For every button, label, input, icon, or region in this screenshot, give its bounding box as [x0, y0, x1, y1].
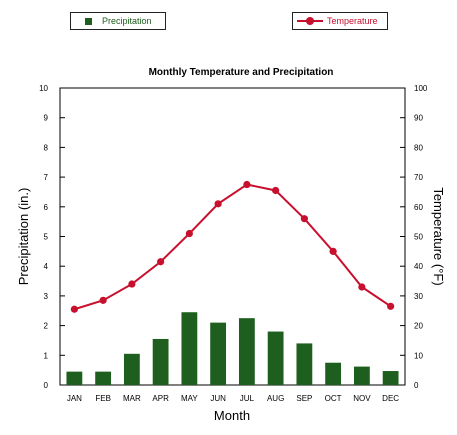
right-tick-label: 50	[414, 233, 423, 242]
left-tick-label: 9	[44, 114, 49, 123]
y-axis-label-left: Precipitation (in.)	[16, 188, 31, 286]
x-tick-label: NOV	[353, 394, 371, 403]
left-tick-label: 5	[44, 233, 49, 242]
precipitation-bar	[325, 362, 342, 385]
precipitation-bar	[181, 312, 198, 385]
x-tick-label: JUN	[210, 394, 226, 403]
x-tick-label: MAY	[181, 394, 198, 403]
right-tick-label: 100	[414, 84, 428, 93]
left-tick-label: 10	[39, 84, 48, 93]
legend-bar-swatch	[85, 17, 92, 25]
right-axis: 0 10 20 30 40 50 60 70 80 90 100	[400, 84, 428, 390]
x-tick-label: JUL	[240, 394, 255, 403]
precipitation-bar	[267, 331, 284, 385]
right-tick-label: 40	[414, 262, 423, 271]
temperature-point	[300, 215, 308, 223]
precipitation-bars	[66, 312, 399, 385]
temperature-point	[99, 296, 107, 304]
temperature-point	[387, 302, 395, 310]
temperature-line	[74, 183, 392, 311]
precipitation-bar	[66, 371, 83, 385]
legend-temperature-label: Temperature	[327, 16, 378, 26]
legend-dot-swatch	[306, 17, 314, 25]
precipitation-bar	[382, 371, 399, 385]
x-axis: JAN FEB MAR APR MAY JUN JUL AUG SEP OCT NOV DEC	[67, 394, 399, 403]
temperature-point	[358, 283, 366, 291]
precipitation-bar	[238, 318, 255, 385]
right-tick-label: 10	[414, 351, 423, 360]
temperature-point	[70, 305, 78, 313]
precipitation-bar	[95, 371, 112, 385]
x-tick-label: FEB	[95, 394, 111, 403]
right-tick-label: 60	[414, 203, 423, 212]
left-tick-label: 8	[44, 143, 49, 152]
legend-line-marker	[297, 16, 323, 26]
x-tick-label: OCT	[325, 394, 342, 403]
left-tick-label: 7	[44, 173, 49, 182]
left-tick-label: 3	[44, 292, 49, 301]
x-axis-label: Month	[214, 408, 250, 423]
x-tick-label: AUG	[267, 394, 284, 403]
temperature-point	[128, 280, 136, 288]
precipitation-bar	[353, 366, 370, 385]
temperature-point	[272, 186, 280, 195]
temperature-point	[185, 229, 193, 238]
left-tick-label: 4	[44, 262, 49, 271]
left-tick-label: 2	[44, 322, 49, 331]
x-tick-label: APR	[152, 394, 169, 403]
x-tick-label: JAN	[67, 394, 82, 403]
x-tick-label: SEP	[296, 394, 312, 403]
legend-temperature: Temperature	[292, 12, 388, 30]
right-tick-label: 90	[414, 114, 423, 123]
temperature-points	[70, 180, 395, 313]
left-tick-label: 6	[44, 203, 49, 212]
x-tick-label: MAR	[123, 394, 141, 403]
left-tick-label: 0	[44, 381, 49, 390]
x-tick-label: DEC	[382, 394, 399, 403]
precipitation-bar	[123, 353, 140, 385]
y-axis-label-right: Temperature (°F)	[431, 187, 446, 285]
temperature-point	[157, 258, 165, 266]
right-tick-label: 20	[414, 322, 423, 331]
left-tick-label: 1	[44, 351, 49, 360]
chart-title: Monthly Temperature and Precipitation	[149, 67, 334, 78]
temperature-point	[329, 247, 337, 255]
right-tick-label: 80	[414, 143, 423, 152]
temperature-point	[214, 200, 222, 208]
right-tick-label: 30	[414, 292, 423, 301]
right-tick-label: 70	[414, 173, 423, 182]
precipitation-bar	[296, 343, 313, 385]
precipitation-bar	[210, 322, 227, 385]
temperature-point	[243, 180, 251, 189]
left-axis: 0 1 2 3 4 5 6 7 8 9 10	[39, 84, 65, 390]
plot-frame	[59, 87, 406, 386]
legend-precipitation-label: Precipitation	[102, 16, 152, 26]
legend-precipitation: Precipitation	[70, 12, 166, 30]
precipitation-bar	[152, 338, 169, 385]
right-tick-label: 0	[414, 381, 419, 390]
